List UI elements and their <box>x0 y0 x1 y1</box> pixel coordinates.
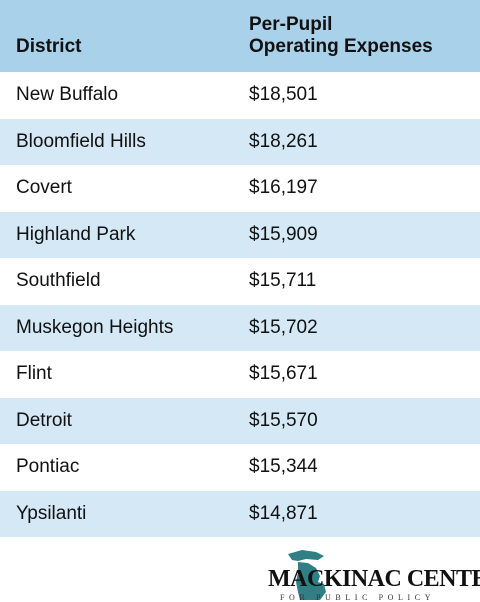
header-expenses: Per-Pupil Operating Expenses <box>249 14 433 57</box>
logo-name: MACKINAC CENTER <box>268 566 480 592</box>
expense-cell: $15,671 <box>249 363 318 385</box>
expense-cell: $18,261 <box>249 130 318 152</box>
district-cell: Bloomfield Hills <box>16 130 146 152</box>
table-row: Flint $15,671 <box>0 351 480 398</box>
district-cell: Flint <box>16 363 52 385</box>
table-row: Covert $16,197 <box>0 165 480 212</box>
expense-cell: $15,702 <box>249 316 318 338</box>
district-cell: New Buffalo <box>16 84 119 106</box>
expense-cell: $16,197 <box>249 177 318 199</box>
table-row: Southfield $15,711 <box>0 258 480 305</box>
district-cell: Covert <box>16 177 72 199</box>
mackinac-center-logo: MACKINAC CENTER FOR PUBLIC POLICY <box>258 548 480 602</box>
michigan-map-icon <box>288 550 326 600</box>
expense-cell: $15,909 <box>249 223 318 245</box>
table-row: Ypsilanti $14,871 <box>0 490 480 537</box>
table-row: Muskegon Heights $15,702 <box>0 304 480 351</box>
district-cell: Detroit <box>16 409 72 431</box>
district-cell: Southfield <box>16 270 101 292</box>
district-cell: Pontiac <box>16 456 80 478</box>
table-body: New Buffalo $18,501 Bloomfield Hills $18,26… <box>0 72 480 537</box>
logo-subtitle: FOR PUBLIC POLICY <box>280 593 436 602</box>
table-row: Pontiac $15,344 <box>0 444 480 491</box>
expense-cell: $15,344 <box>249 456 318 478</box>
expense-cell: $15,570 <box>249 409 318 431</box>
table-row: New Buffalo $18,501 <box>0 72 480 119</box>
district-cell: Ypsilanti <box>16 502 87 524</box>
table-row: Bloomfield Hills $18,261 <box>0 118 480 165</box>
expense-cell: $18,501 <box>249 84 318 106</box>
header-district: District <box>16 36 82 57</box>
district-cell: Muskegon Heights <box>16 316 174 338</box>
expense-cell: $14,871 <box>249 502 318 524</box>
expense-cell: $15,711 <box>249 270 317 292</box>
expenses-table: District Per-Pupil Operating Expenses Ne… <box>0 0 480 537</box>
table-row: Highland Park $15,909 <box>0 211 480 258</box>
district-cell: Highland Park <box>16 223 136 245</box>
table-header: District Per-Pupil Operating Expenses <box>0 0 480 72</box>
table-row: Detroit $15,570 <box>0 397 480 444</box>
